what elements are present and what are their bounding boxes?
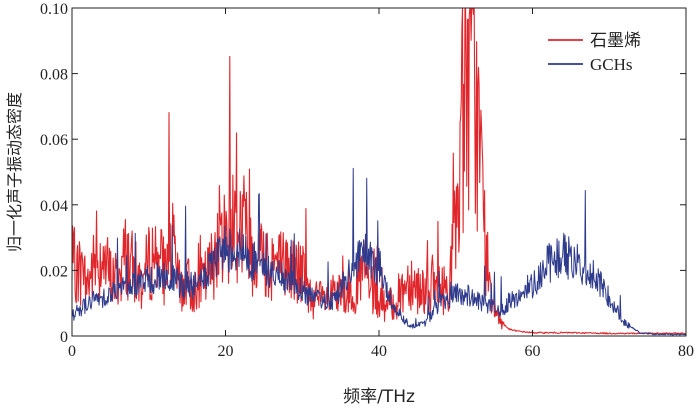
y-tick-label: 0.06 (40, 132, 68, 149)
x-tick-label: 60 (525, 343, 541, 360)
x-tick-label: 20 (218, 343, 234, 360)
y-axis-label: 归一化声子振动态密度 (5, 92, 24, 252)
x-axis-label: 频率/THz (343, 387, 415, 407)
x-tick-label: 40 (371, 343, 387, 360)
ticks-layer: 0 20 40 60 80 0 0.02 0.04 0.06 0.08 0.10 (40, 1, 694, 360)
x-tick-label: 80 (678, 343, 694, 360)
y-tick-label: 0 (60, 329, 68, 346)
series-line-graphene (71, 7, 687, 335)
y-tick-label: 0.02 (40, 263, 68, 280)
series-line-gchs (71, 167, 687, 336)
series-layer (71, 7, 687, 336)
y-tick-label: 0.10 (40, 1, 68, 18)
y-tick-label: 0.04 (40, 198, 68, 215)
legend-label: GCHs (590, 55, 633, 74)
x-tick-label: 0 (68, 343, 76, 360)
legend-label: 石墨烯 (590, 31, 641, 51)
legend: 石墨烯 GCHs (548, 31, 641, 74)
y-tick-label: 0.08 (40, 67, 68, 84)
